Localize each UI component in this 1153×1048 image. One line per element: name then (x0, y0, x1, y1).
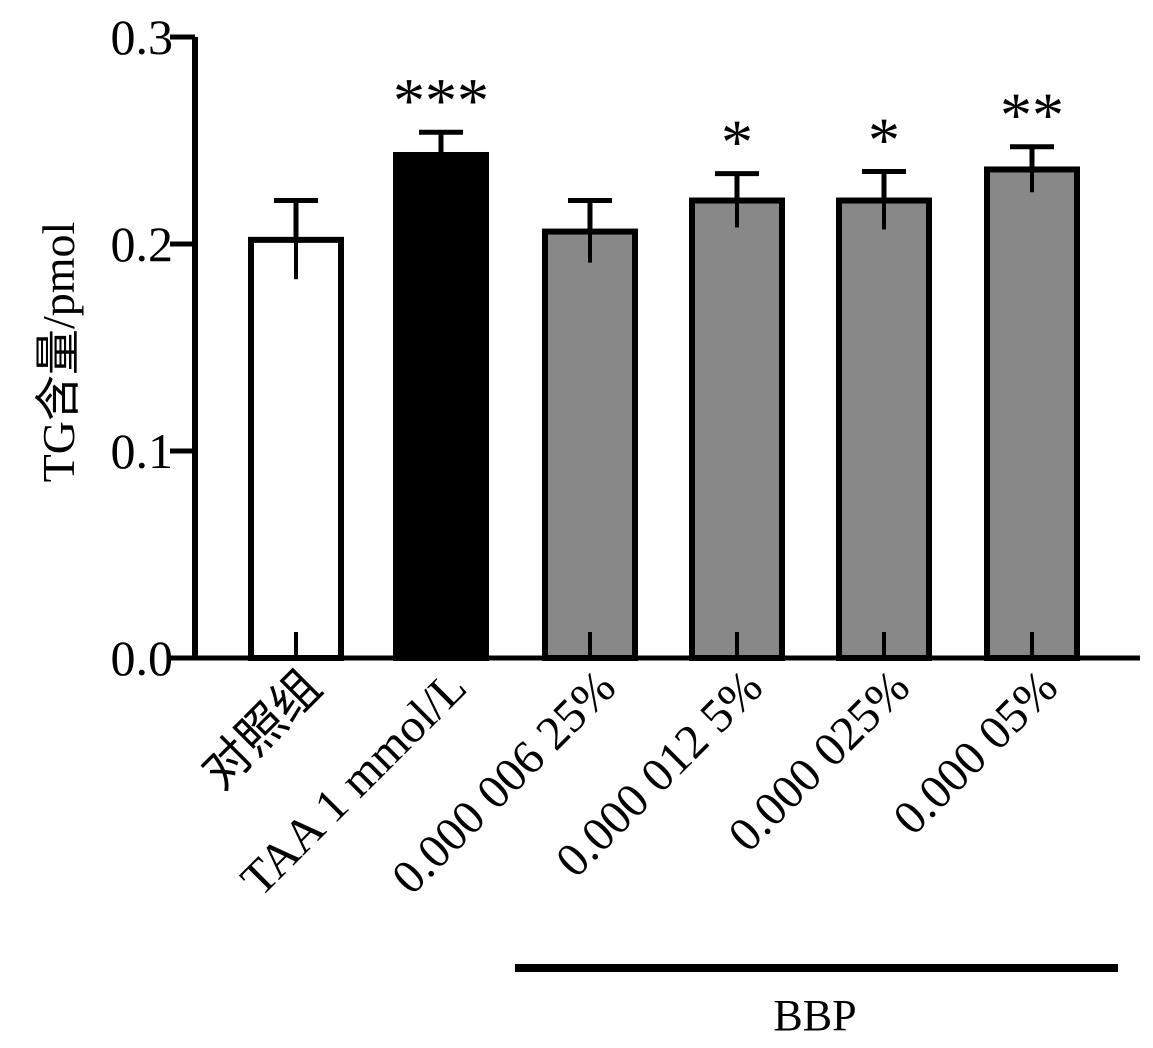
x-tick-label: 0.000 05% (883, 660, 1068, 845)
significance-label: *** (393, 65, 489, 136)
y-tick-label: 0.3 (111, 9, 174, 65)
bar (393, 151, 489, 662)
bar (689, 197, 785, 661)
significance-label: * (868, 105, 900, 176)
y-tick-label: 0.2 (111, 216, 174, 272)
axes (170, 34, 1140, 972)
y-tick-label: 0.1 (111, 423, 174, 479)
bar (984, 166, 1080, 661)
x-tick-label: 对照组 (192, 660, 331, 799)
group-label-bbp: BBP (773, 991, 856, 1040)
bars (248, 129, 1080, 662)
bar (836, 197, 932, 661)
significance-label: ** (1000, 80, 1064, 151)
bar (542, 228, 638, 662)
significance-label: * (721, 107, 753, 178)
y-axis-label: TG含量/pmol (33, 222, 84, 483)
y-tick-label: 0.0 (111, 630, 174, 686)
bar (248, 236, 344, 662)
